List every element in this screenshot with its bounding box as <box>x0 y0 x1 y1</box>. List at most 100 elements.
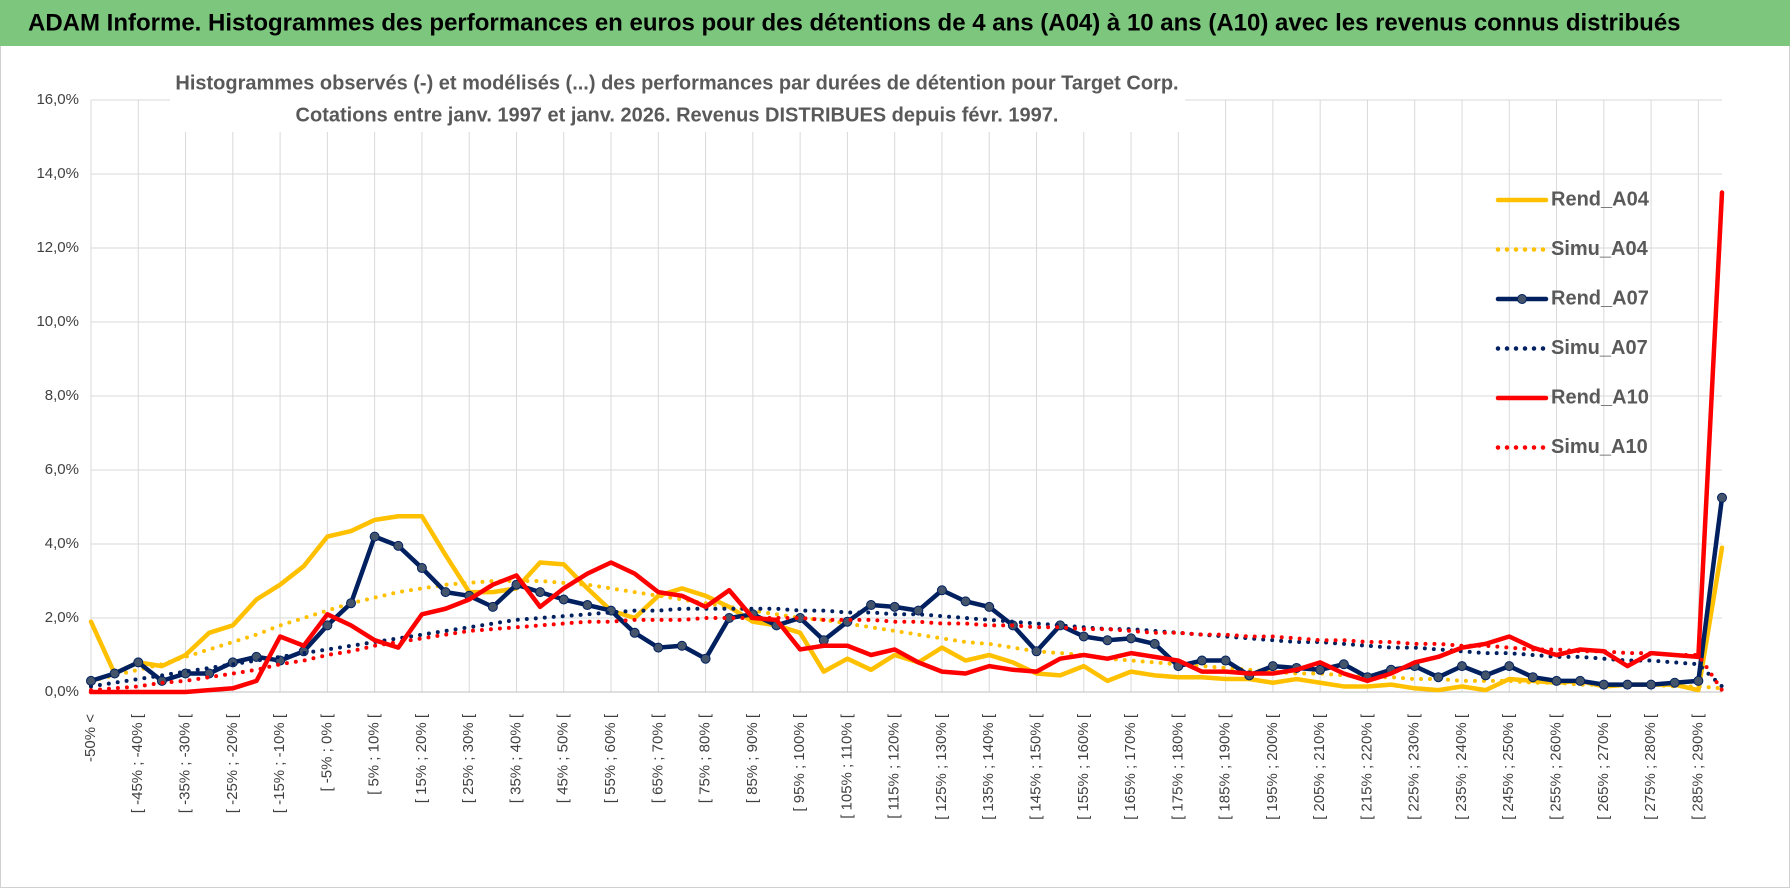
series-marker <box>1456 661 1467 672</box>
x-tick-label: [ 15% ; 20% [ <box>413 713 430 803</box>
series-marker <box>1480 670 1491 681</box>
legend-label: Rend_A10 <box>1551 386 1649 408</box>
legend-label: Simu_A10 <box>1551 436 1648 458</box>
series-marker <box>369 531 380 542</box>
series-marker <box>1622 679 1633 690</box>
series-marker <box>1031 646 1042 657</box>
x-tick-label: [ 205% ; 210% [ <box>1311 713 1328 820</box>
series-marker <box>416 563 427 574</box>
series-marker <box>1669 677 1680 688</box>
series-marker <box>653 642 664 653</box>
chart-subtitle: Cotations entre janv. 1997 et janv. 2026… <box>296 104 1059 126</box>
series-marker <box>1646 679 1657 690</box>
series-marker <box>1126 633 1137 644</box>
series-marker <box>487 601 498 612</box>
series-line <box>88 514 1725 693</box>
series-marker <box>133 657 144 668</box>
series-marker <box>535 587 546 598</box>
series-marker <box>1504 661 1515 672</box>
header-title: ADAM Informe. Histogrammes des performan… <box>28 9 1681 36</box>
series-marker <box>818 635 829 646</box>
series-marker <box>1433 672 1444 683</box>
y-tick-label: 14,0% <box>36 165 79 182</box>
x-tick-label: [ 105% ; 110% [ <box>838 713 855 819</box>
x-tick-label: [ 115% ; 120% [ <box>886 713 903 819</box>
series-marker <box>936 585 947 596</box>
x-tick-label: -50% < <box>82 714 99 762</box>
x-tick-label: [ 55% ; 60% [ <box>602 713 619 803</box>
header-bar <box>0 0 1790 46</box>
series-marker <box>346 598 357 609</box>
series-marker <box>1551 675 1562 686</box>
x-tick-label: [ 195% ; 200% [ <box>1264 713 1281 820</box>
series-marker <box>1267 661 1278 672</box>
series-marker <box>913 605 924 616</box>
y-tick-label: 0,0% <box>45 683 79 700</box>
x-tick-label: [ 5% ; 10% [ <box>366 713 383 795</box>
x-tick-label: [ 165% ; 170% [ <box>1122 713 1139 820</box>
series-marker <box>1220 655 1231 666</box>
x-tick-label: [ 215% ; 220% [ <box>1358 713 1375 820</box>
x-tick-label: [ 285% ; 290% [ <box>1689 713 1706 820</box>
x-tick-label: [ 95% ; 100% [ <box>791 713 808 811</box>
series-marker <box>889 601 900 612</box>
legend-label: Simu_A04 <box>1551 238 1649 260</box>
x-tick-label: [ -5% ; 0% [ <box>318 713 335 791</box>
x-tick-label: [ 65% ; 70% [ <box>649 713 666 803</box>
x-tick-label: [ 125% ; 130% [ <box>933 713 950 820</box>
y-tick-label: 12,0% <box>36 239 79 256</box>
x-tick-label: [ 275% ; 280% [ <box>1642 713 1659 820</box>
grid <box>90 99 1722 693</box>
series-marker <box>700 653 711 664</box>
x-tick-label: [ 135% ; 140% [ <box>980 713 997 820</box>
y-tick-label: 10,0% <box>36 313 79 330</box>
y-tick-label: 2,0% <box>45 609 79 626</box>
series-marker <box>558 594 569 605</box>
x-tick-label: [ 225% ; 230% [ <box>1406 713 1423 820</box>
y-tick-label: 6,0% <box>45 461 79 478</box>
series-marker <box>1149 638 1160 649</box>
x-tick-label: [ 235% ; 240% [ <box>1453 713 1470 820</box>
series-marker <box>866 600 877 611</box>
series-marker <box>322 620 333 631</box>
x-tick-label: [ 255% ; 260% [ <box>1548 713 1565 820</box>
x-tick-label: [ -15% ; -10% [ <box>271 713 288 813</box>
series-marker <box>1598 679 1609 690</box>
title-box <box>170 68 1185 132</box>
series-marker <box>109 668 120 679</box>
series-marker <box>629 627 640 638</box>
x-tick-label: [ -45% ; -40% [ <box>129 713 146 813</box>
series-marker <box>676 640 687 651</box>
x-tick-label: [ -35% ; -30% [ <box>177 713 194 813</box>
series-marker <box>86 675 96 686</box>
y-tick-label: 16,0% <box>36 91 79 108</box>
series-marker <box>1196 655 1207 666</box>
series-marker <box>984 601 995 612</box>
series-marker <box>960 596 971 607</box>
legend-label: Simu_A07 <box>1551 337 1648 359</box>
x-tick-label: [ 155% ; 160% [ <box>1075 713 1092 820</box>
chart-title: Histogrammes observés (-) et modélisés (… <box>175 72 1178 94</box>
series-marker <box>1338 659 1349 670</box>
x-tick-label: [ 185% ; 190% [ <box>1217 713 1234 820</box>
y-tick-label: 8,0% <box>45 387 79 404</box>
series-marker <box>1527 672 1538 683</box>
series-line <box>88 190 1725 695</box>
series-marker <box>582 600 593 611</box>
legend-marker <box>1517 294 1527 304</box>
x-tick-label: [ 245% ; 250% [ <box>1500 713 1517 820</box>
series-marker <box>1102 635 1113 646</box>
x-tick-label: [ 85% ; 90% [ <box>744 713 761 803</box>
series-marker <box>1717 492 1727 503</box>
series-marker <box>393 540 404 551</box>
x-tick-label: [ -25% ; -20% [ <box>224 713 241 813</box>
x-tick-label: [ 45% ; 50% [ <box>555 713 572 803</box>
series-marker <box>440 587 451 598</box>
series-line <box>88 495 1725 687</box>
series-marker <box>1575 675 1586 686</box>
x-tick-label: [ 35% ; 40% [ <box>507 713 524 803</box>
series-marker <box>1315 664 1326 675</box>
x-tick-label: [ 175% ; 180% [ <box>1169 713 1186 820</box>
legend-label: Rend_A07 <box>1551 287 1649 309</box>
